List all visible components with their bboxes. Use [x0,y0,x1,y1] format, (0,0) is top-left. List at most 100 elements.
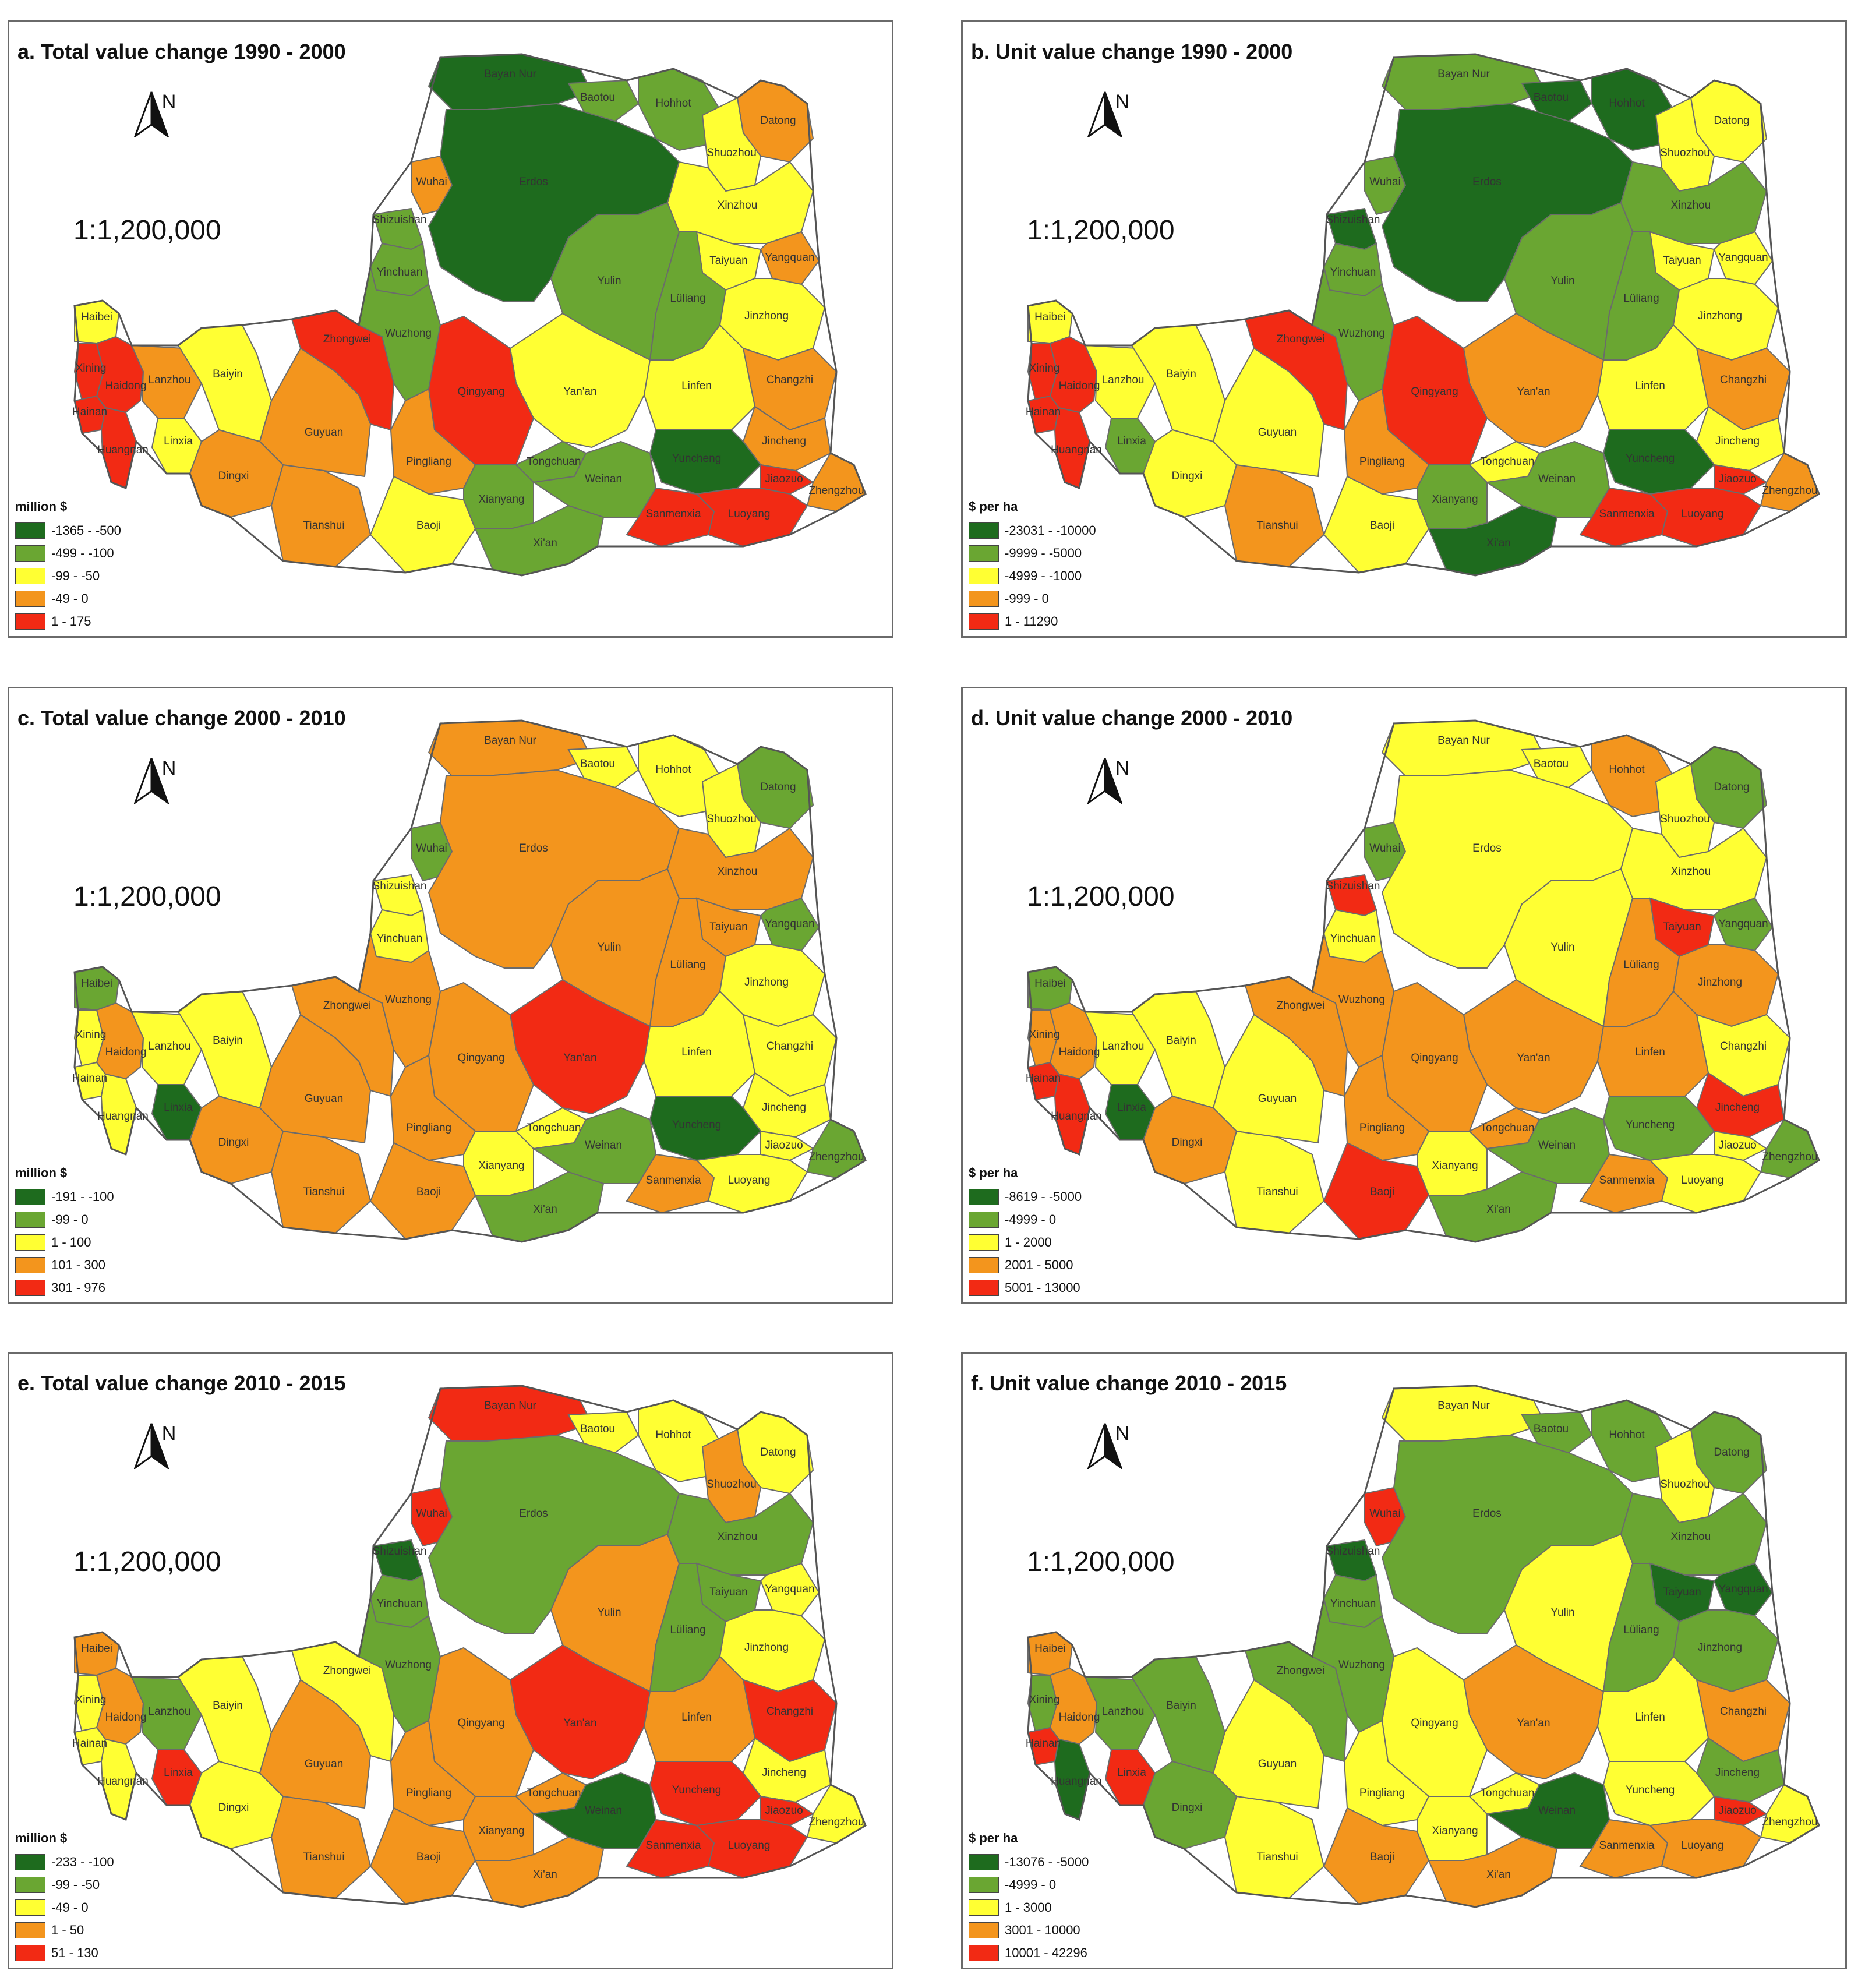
city-label: Shuozhou [1660,1478,1710,1491]
scale-text: 1:1,200,000 [73,1546,221,1577]
city-label: Haibei [1034,1643,1066,1655]
scale-text: 1:1,200,000 [73,215,221,246]
legend-swatch [15,1876,45,1893]
city-label: Baoji [1370,1851,1394,1863]
map-panel-e: Haibei Xining Haidong Hainan Huangnan Lanzhou… [8,1352,893,1969]
city-label: Jiaozuo [1718,1139,1757,1152]
city-label: Jiaozuo [765,1805,803,1817]
city-label: Zhongwei [323,1665,371,1677]
city-label: Sanmenxia [1599,508,1654,520]
city-label: Erdos [1472,1507,1502,1520]
city-label: Yinchuan [377,266,423,278]
city-label: Hainan [1026,1072,1061,1085]
city-label: Xining [1029,1029,1060,1041]
city-label: Wuhai [1369,1507,1401,1520]
legend-row: -13076 - -5000 [969,1851,1089,1873]
city-label: Pingliang [1359,1122,1405,1134]
city-label: Guyuan [1258,1758,1297,1770]
city-label: Wuzhong [385,327,432,340]
city-label: Baoji [416,1851,441,1863]
city-label: Datong [760,115,796,127]
region-luoyang [1648,1819,1762,1879]
city-label: Xianyang [478,493,524,506]
city-label: Sanmenxia [1599,1174,1654,1187]
region-bayan-nur [428,719,593,776]
city-label: Dingxi [1172,1802,1203,1814]
city-label: Shuozhou [707,147,757,159]
city-label: Erdos [519,842,548,854]
city-label: Jinzhong [1698,310,1742,322]
city-label: Lanzhou [149,1040,191,1053]
legend-swatch [15,1853,45,1870]
city-label: Tongchuan [527,1787,581,1799]
city-label: Yinchuan [377,1598,423,1610]
city-label: Wuhai [416,1507,447,1520]
legend-row: 10001 - 42296 [969,1941,1089,1964]
legend-row: 5001 - 13000 [969,1276,1082,1299]
legend-swatch [969,1876,999,1893]
region-yinchuan [369,909,430,963]
city-label: Tianshui [1256,1186,1298,1198]
region-yuncheng [1602,1096,1715,1161]
city-label: Baotou [580,1423,615,1435]
city-label: Xianyang [478,1160,524,1172]
region-baotou [1521,746,1593,789]
city-label: Baotou [1534,1423,1569,1435]
city-label: Qingyang [1411,1052,1458,1064]
map-panel-c: Haibei Xining Haidong Hainan Huangnan Lanzhou… [8,687,893,1304]
city-label: Xi'an [533,537,557,549]
legend-label: 10001 - 42296 [1005,1945,1087,1960]
city-label: Dingxi [1172,1136,1203,1149]
legend-label: 101 - 300 [51,1257,105,1272]
city-label: Baotou [1534,758,1569,770]
region-yinchuan [369,1574,430,1629]
city-label: Shizuishan [1326,214,1380,226]
north-arrow: N [1087,91,1157,137]
panel-title: f. Unit value change 2010 - 2015 [971,1371,1287,1395]
north-arrow: N [1087,757,1157,804]
city-label: Erdos [1472,842,1502,854]
city-label: Guyuan [1258,426,1297,439]
city-label: Weinan [585,1805,622,1817]
region-yinchuan [1323,242,1383,297]
legend-row: -999 - 0 [969,587,1096,610]
city-label: Taiyuan [1663,255,1701,267]
city-label: Changzhi [767,1705,813,1718]
city-label: Zhongwei [1277,333,1324,345]
city-label: Haidong [105,380,147,392]
city-label: Shizuishan [1326,1545,1380,1558]
city-label: Pingliang [406,455,451,468]
city-label: Jincheng [1715,1101,1760,1114]
city-label: Hainan [1026,406,1061,418]
city-label: Linxia [1117,1767,1146,1779]
region-luoyang [695,488,808,548]
legend-label: 51 - 130 [51,1945,98,1960]
city-label: Yinchuan [1330,1598,1376,1610]
city-label: Dingxi [218,470,249,482]
region-yinchuan [369,242,430,297]
city-label: Yinchuan [377,933,423,945]
city-label: Pingliang [406,1787,451,1799]
region-yinchuan [1323,1574,1383,1629]
city-label: Wuzhong [385,994,432,1006]
legend-label: 1 - 2000 [1005,1234,1052,1249]
legend-swatch [969,1188,999,1205]
city-label: Huangnan [97,1775,149,1788]
legend-label: -13076 - -5000 [1005,1854,1089,1869]
legend-row: -1365 - -500 [15,519,121,542]
north-arrow: N [134,757,204,804]
city-label: Xianyang [1432,1825,1478,1837]
city-label: Dingxi [1172,470,1203,482]
city-label: Baiyin [1166,368,1196,380]
legend-row: 301 - 976 [15,1276,114,1299]
region-map: Haibei Xining Haidong Hainan Huangnan Lanzhou… [1026,719,1820,1243]
city-label: Yangquan [1718,918,1768,930]
city-label: Lüliang [1623,959,1659,971]
north-arrow: N [134,1422,204,1469]
city-label: Erdos [519,1507,548,1520]
region-luoyang [1648,1154,1762,1214]
city-label: Hohhot [655,97,691,110]
map-regions [73,53,867,577]
city-label: Shuozhou [1660,813,1710,825]
region-zhengzhou [806,1118,867,1179]
